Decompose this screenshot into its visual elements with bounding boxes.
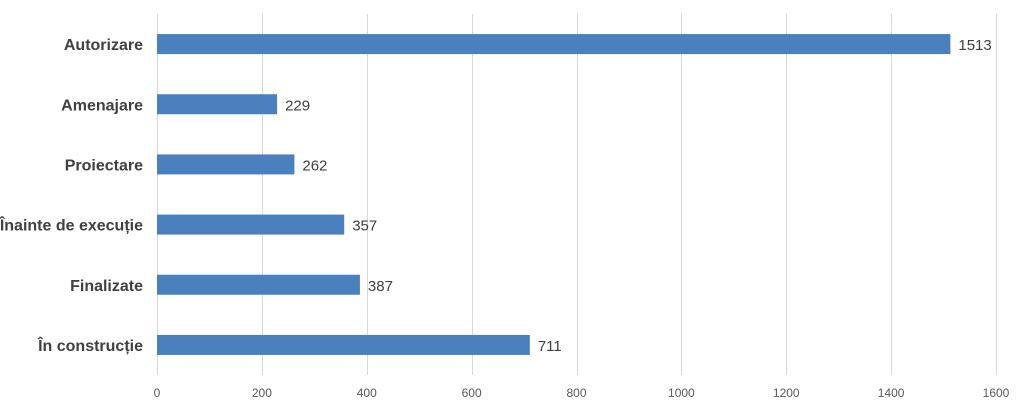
bar bbox=[157, 274, 360, 295]
value-label: 229 bbox=[285, 97, 310, 114]
x-tick-label: 400 bbox=[357, 386, 377, 400]
x-tick-label: 0 bbox=[154, 386, 161, 400]
x-tick-label: 1000 bbox=[668, 386, 695, 400]
bar bbox=[157, 154, 295, 175]
category-label: În construcție bbox=[37, 336, 143, 355]
category-label: Autorizare bbox=[64, 37, 143, 54]
x-tick-label: 200 bbox=[252, 386, 272, 400]
x-tick-label: 600 bbox=[462, 386, 482, 400]
x-tick-label: 800 bbox=[566, 386, 586, 400]
category-label: Amenajare bbox=[61, 97, 143, 114]
value-label: 711 bbox=[538, 338, 562, 355]
value-label: 357 bbox=[352, 218, 377, 235]
grid-layer bbox=[157, 14, 997, 375]
bar bbox=[157, 94, 278, 115]
category-label: Proiectare bbox=[65, 157, 143, 174]
x-tick-label: 1600 bbox=[983, 386, 1010, 400]
bar bbox=[157, 34, 951, 55]
value-label: 387 bbox=[368, 278, 393, 295]
bar bbox=[157, 334, 530, 355]
label-layer: Autorizare 1513 Amenajare 229 Proiectare 262 Î… bbox=[0, 37, 992, 355]
bar-layer bbox=[157, 34, 951, 355]
x-tick-label: 1200 bbox=[773, 386, 800, 400]
x-tick-label: 1400 bbox=[878, 386, 905, 400]
value-label: 1513 bbox=[958, 37, 991, 54]
category-label: Finalizate bbox=[70, 278, 143, 295]
tick-layer: 0 200 400 600 800 1000 1200 1400 1600 bbox=[154, 386, 1010, 400]
bar bbox=[157, 214, 345, 235]
category-label: Înainte de execuție bbox=[0, 216, 143, 235]
value-label: 262 bbox=[302, 157, 327, 174]
